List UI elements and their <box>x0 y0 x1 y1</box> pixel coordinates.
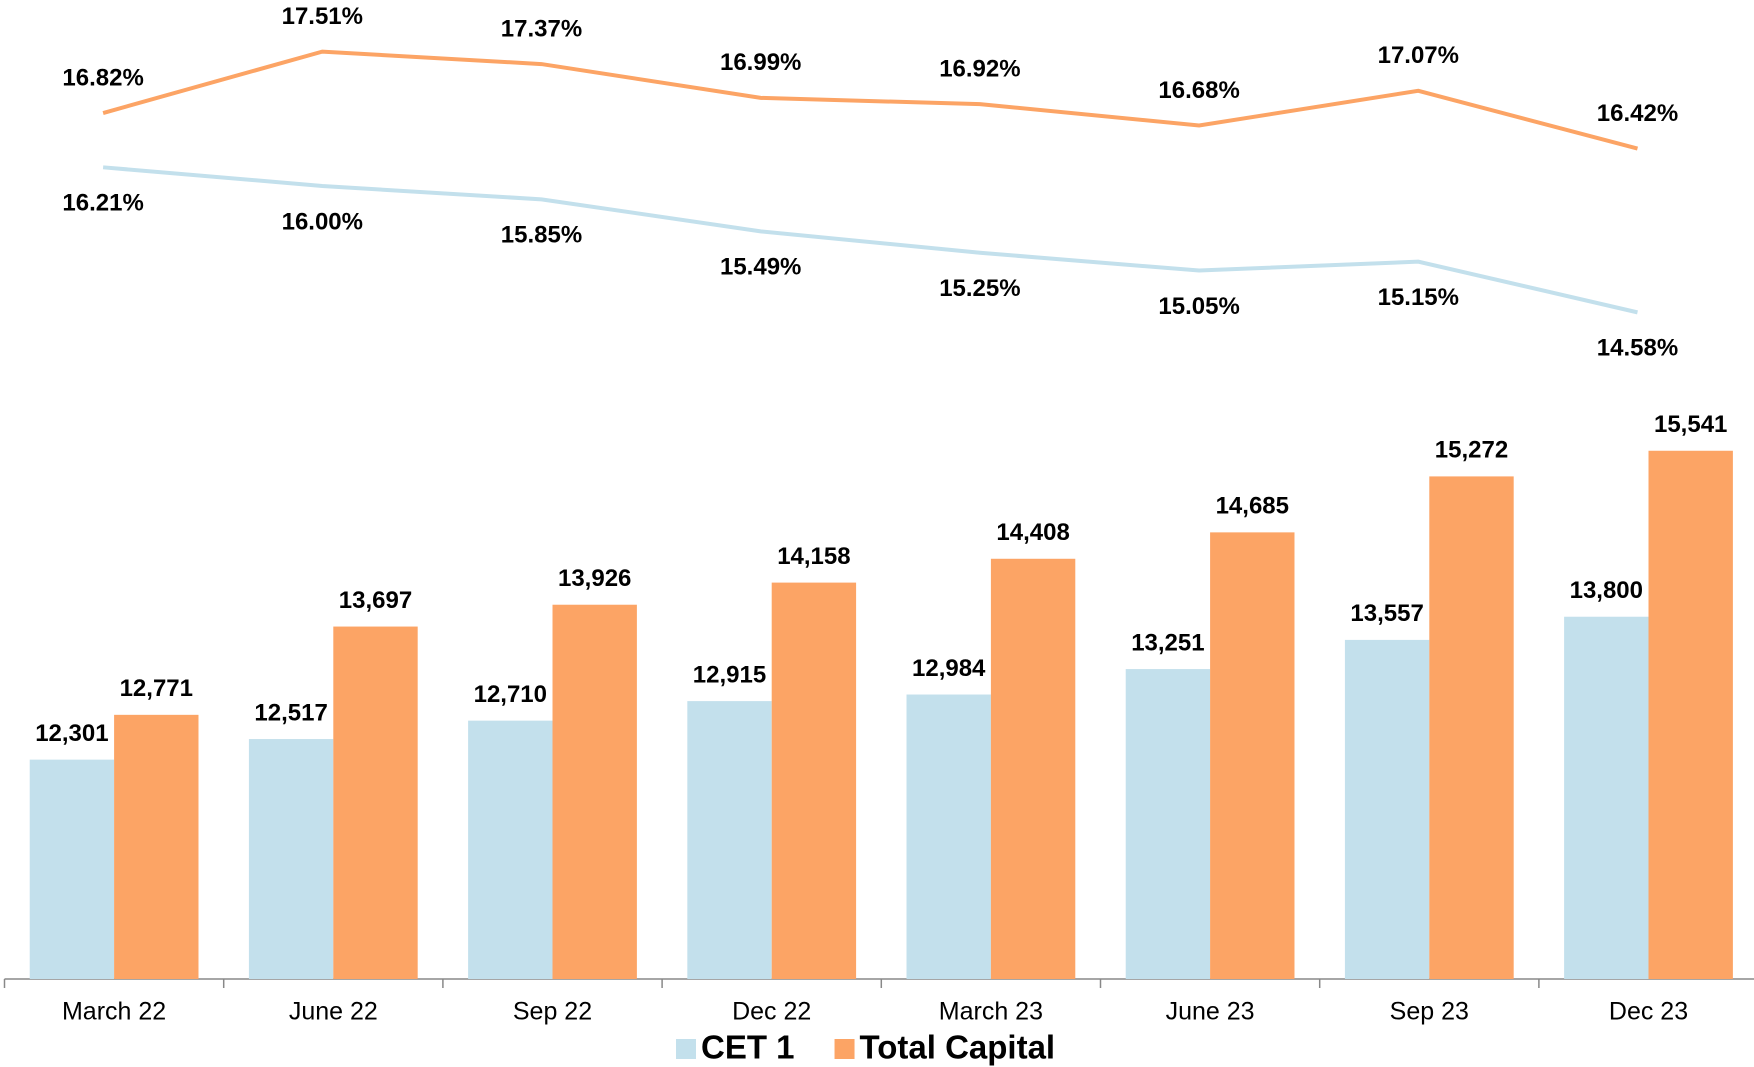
data-label: 15.05% <box>1158 293 1239 320</box>
data-label: 13,926 <box>558 565 631 592</box>
x-tick-label: Sep 23 <box>1390 998 1469 1026</box>
data-label: 16.00% <box>282 208 363 235</box>
data-label: 14,685 <box>1216 493 1289 520</box>
data-label: 14.58% <box>1597 335 1678 362</box>
legend-swatch <box>834 1039 855 1059</box>
bar <box>552 604 637 979</box>
bar <box>1210 532 1295 979</box>
data-label: 15.85% <box>501 222 582 249</box>
data-label: 15,272 <box>1435 437 1508 464</box>
data-label: 12,771 <box>120 675 193 702</box>
bar <box>771 582 857 979</box>
bar <box>1125 669 1211 979</box>
data-label: 15.15% <box>1378 284 1459 311</box>
data-label: 12,984 <box>912 655 986 682</box>
bar <box>1648 450 1733 979</box>
x-tick-label: March 23 <box>939 998 1043 1026</box>
bar <box>1564 616 1649 979</box>
bar <box>248 739 334 979</box>
x-tick-label: Dec 23 <box>1609 998 1688 1026</box>
data-label: 16.42% <box>1597 100 1678 127</box>
line <box>102 49 1639 151</box>
legend-label: Total Capital <box>860 1029 1056 1066</box>
bar <box>468 720 553 979</box>
bar <box>687 701 772 979</box>
x-tick-label: Sep 22 <box>513 998 592 1026</box>
data-label: 15.25% <box>939 275 1020 302</box>
data-label: 15.49% <box>720 254 801 281</box>
data-label: 12,710 <box>474 681 547 708</box>
bar <box>1344 639 1430 979</box>
data-label: 16.82% <box>62 64 143 91</box>
bar <box>333 626 418 979</box>
bar <box>906 694 991 979</box>
x-tick-label: Dec 22 <box>732 998 811 1026</box>
data-label: 14,408 <box>996 519 1069 546</box>
data-label: 13,697 <box>339 587 412 614</box>
data-label: 14,158 <box>777 543 850 570</box>
legend-label: CET 1 <box>701 1029 795 1066</box>
bar <box>114 714 199 979</box>
x-tick-label: June 22 <box>289 998 378 1026</box>
data-label: 12,517 <box>254 699 327 726</box>
data-label: 13,557 <box>1350 600 1423 627</box>
bar <box>990 558 1076 979</box>
bar <box>1429 476 1514 979</box>
legend-swatch <box>676 1039 696 1059</box>
x-tick-label: June 23 <box>1166 998 1255 1026</box>
data-label: 17.37% <box>501 15 582 42</box>
data-label: 13,251 <box>1131 629 1204 656</box>
data-label: 17.07% <box>1378 42 1459 69</box>
x-tick-label: March 22 <box>62 998 166 1026</box>
data-label: 16.99% <box>720 49 801 76</box>
data-label: 16.21% <box>62 190 143 217</box>
data-label: 16.92% <box>939 55 1020 82</box>
data-label: 15,541 <box>1654 411 1727 438</box>
data-label: 13,800 <box>1570 577 1643 604</box>
bar <box>29 759 115 979</box>
data-label: 12,915 <box>693 661 766 688</box>
line <box>102 165 1638 315</box>
data-label: 16.68% <box>1158 77 1239 104</box>
data-label: 12,301 <box>35 720 108 747</box>
data-label: 17.51% <box>282 3 363 30</box>
